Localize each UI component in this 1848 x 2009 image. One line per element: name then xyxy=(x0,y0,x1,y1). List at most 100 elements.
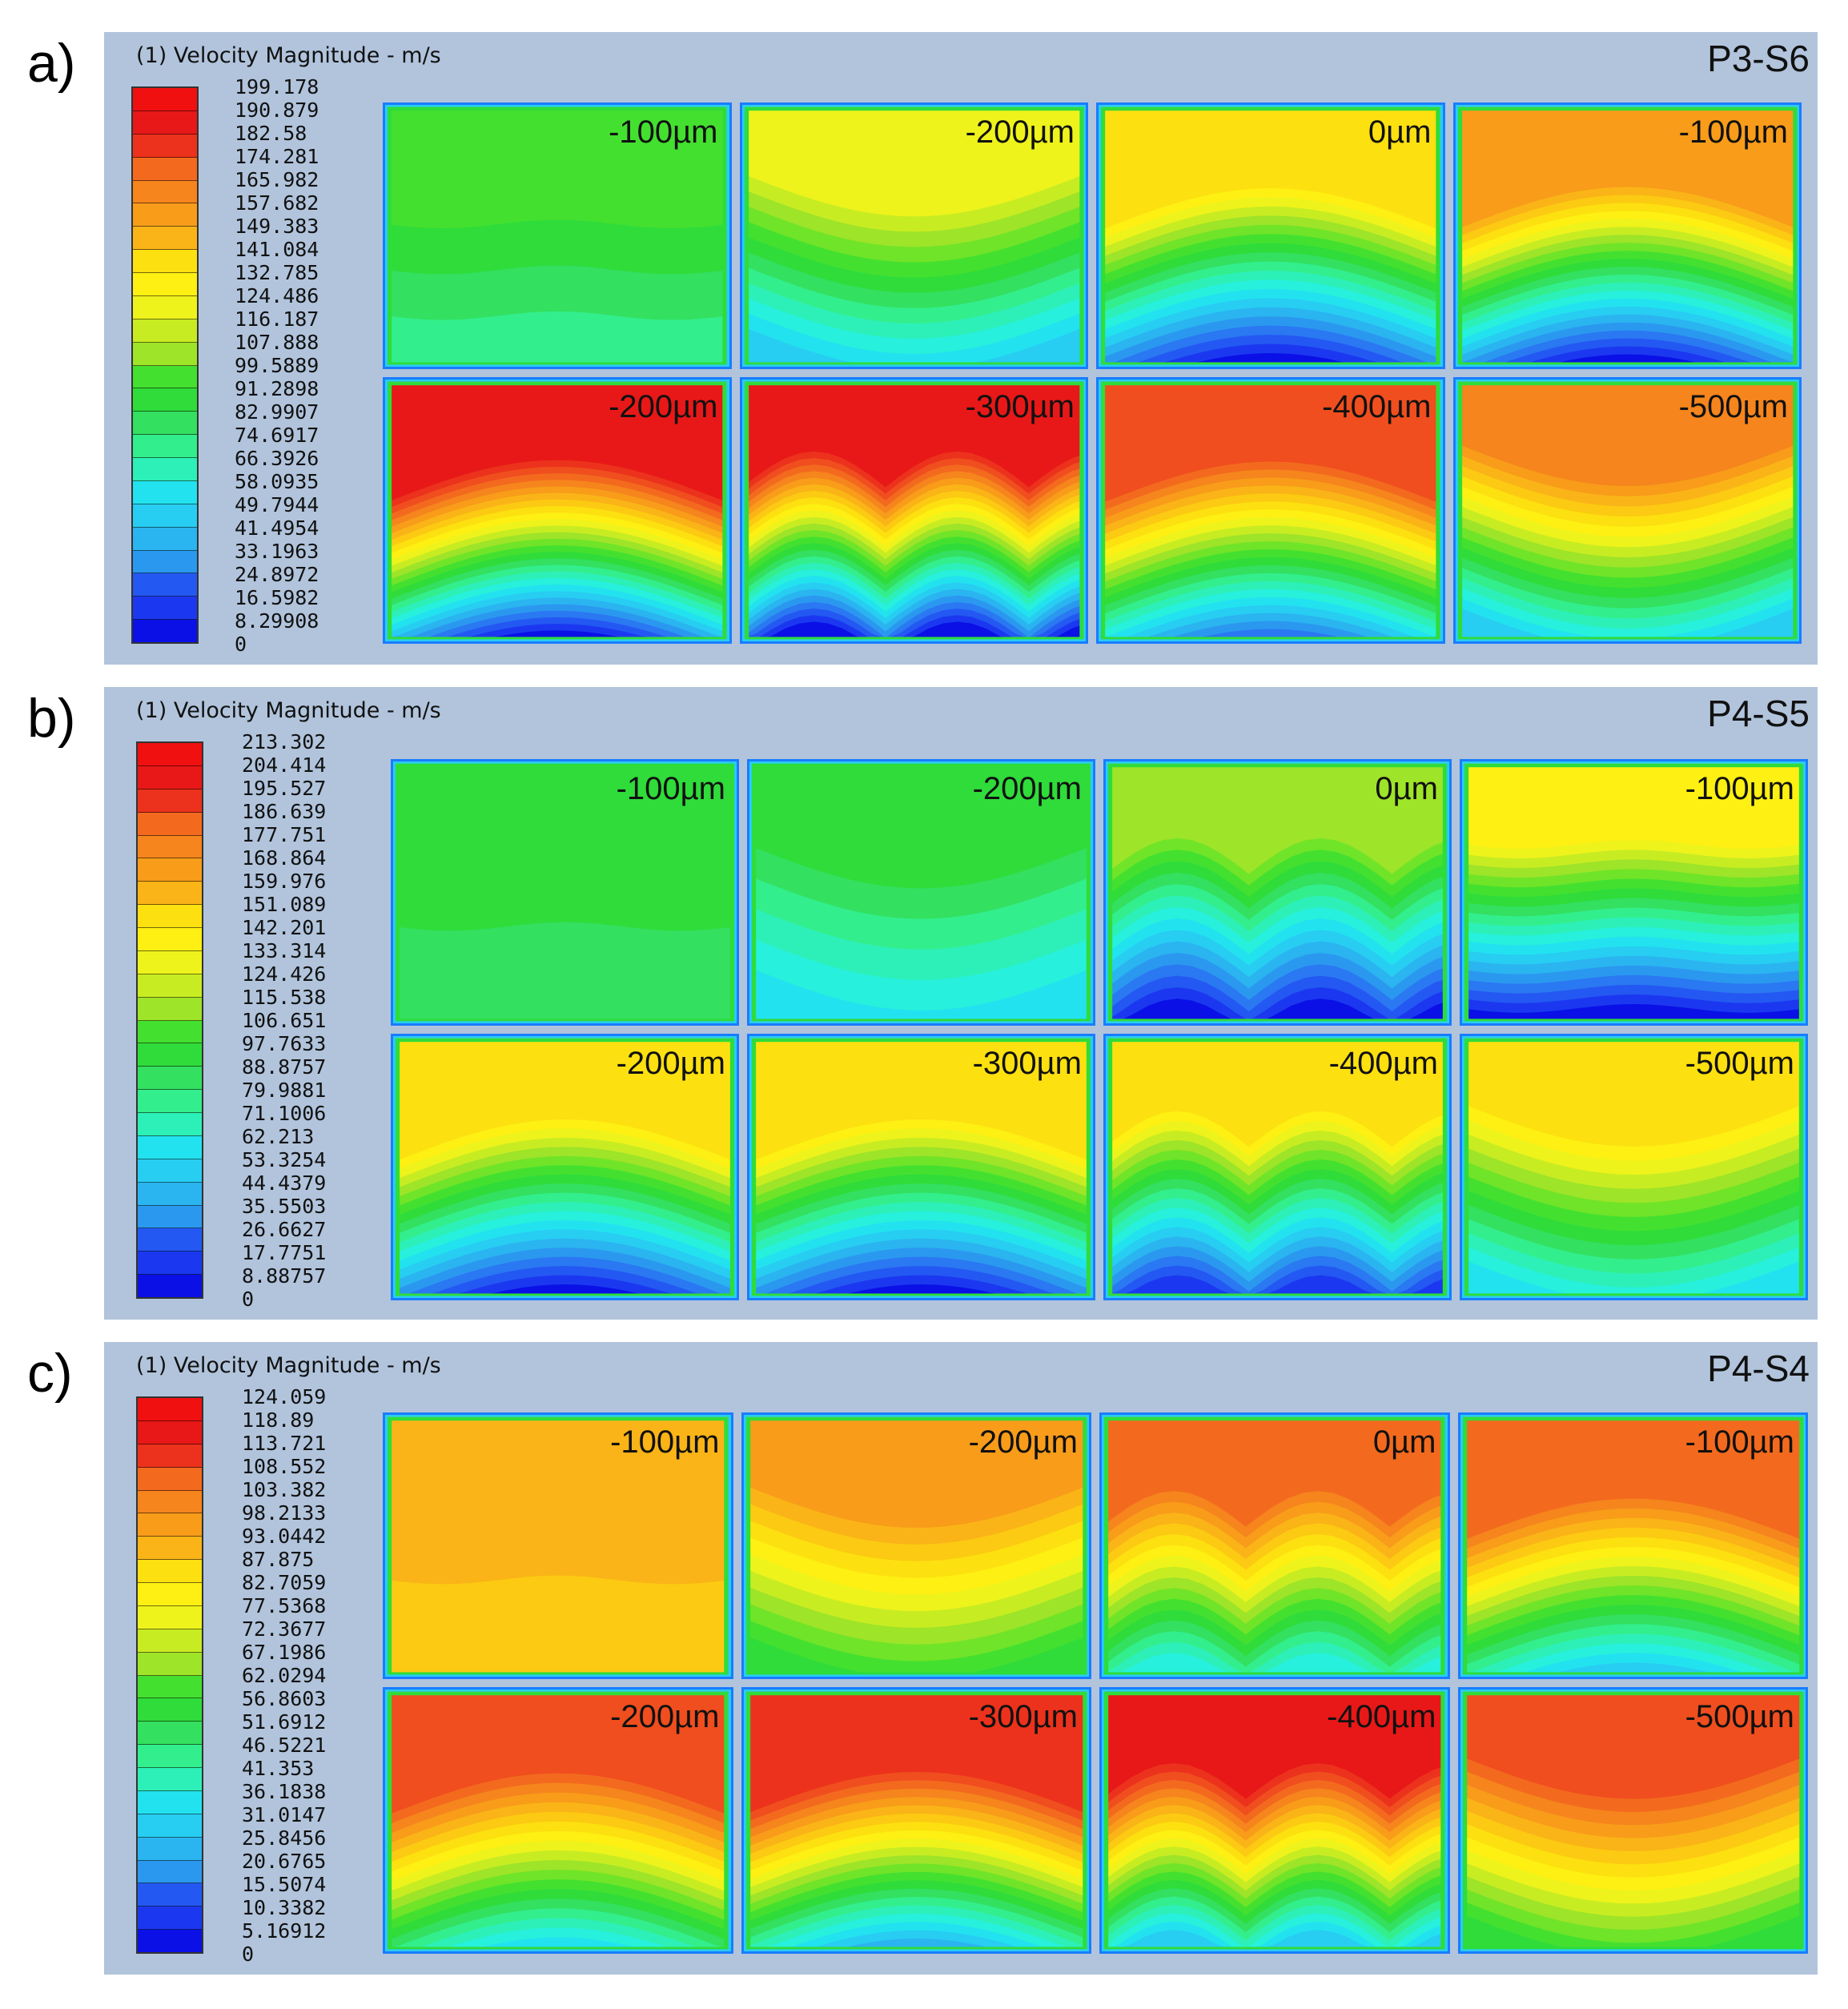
contour-map xyxy=(743,1690,1089,1951)
legend-swatch xyxy=(138,1907,202,1931)
legend-value-label: 115.538 xyxy=(242,986,327,1009)
depth-label: -300µm xyxy=(965,389,1075,424)
wall-boundary-rim xyxy=(385,380,729,641)
wall-boundary-rim xyxy=(1462,1036,1806,1298)
panel-id: P4-S5 xyxy=(1707,693,1810,734)
legend-swatch xyxy=(138,1883,202,1907)
wall-boundary-rim xyxy=(745,1416,1087,1677)
legend-value-label: 174.281 xyxy=(235,145,319,168)
wall-boundary-rim xyxy=(385,1415,731,1677)
contour-band xyxy=(1102,1653,1448,1677)
legend-swatch xyxy=(138,1837,202,1861)
legend-value-label: 159.976 xyxy=(242,870,327,893)
wall-boundary-rim xyxy=(387,1416,729,1677)
wall-boundary-rim xyxy=(1456,381,1798,641)
legend-value-label: 71.1006 xyxy=(242,1102,327,1125)
contour-map-cell: -300µm xyxy=(741,1687,1091,1954)
legend-value-label: 10.3382 xyxy=(242,1896,327,1919)
wall-boundary-rim xyxy=(749,1036,1093,1298)
panel-letter-c: c) xyxy=(27,1343,73,1404)
legend-swatch xyxy=(138,1182,202,1206)
contour-map-cell: 0µm xyxy=(1096,102,1445,369)
legend-swatch xyxy=(133,157,197,181)
legend-value-label: 91.2898 xyxy=(235,377,319,400)
wall-boundary-rim xyxy=(1455,105,1799,367)
depth-label: 0µm xyxy=(1375,771,1438,806)
contour-band xyxy=(749,1284,1093,1298)
legend-swatch xyxy=(138,1629,202,1653)
legend-swatch xyxy=(138,1043,202,1067)
contour-band xyxy=(1099,629,1443,641)
contour-band xyxy=(743,1634,1089,1677)
legend-swatch xyxy=(138,1252,202,1276)
legend-swatch xyxy=(138,1652,202,1676)
legend-swatch xyxy=(138,1790,202,1814)
legend-value-label: 157.682 xyxy=(235,191,319,215)
legend-value-label: 199.178 xyxy=(235,75,319,98)
wall-boundary-rim xyxy=(741,105,1086,367)
contour-band xyxy=(743,1618,1089,1677)
contour-band xyxy=(1455,596,1799,641)
contour-band xyxy=(393,922,737,1023)
color-legend-labels: 199.178 190.879 182.58 174.281 165.982 157.68… xyxy=(235,77,347,656)
contour-map xyxy=(749,761,1093,1023)
legend-swatch xyxy=(138,1467,202,1491)
legend-swatch xyxy=(138,1113,202,1136)
legend-value-label: 66.3926 xyxy=(235,447,319,470)
panel-b: (1) Velocity Magnitude - m/s P4-S5 213.3… xyxy=(104,687,1818,1320)
depth-label: -500µm xyxy=(1685,1046,1794,1081)
contour-map-cell: -300µm xyxy=(747,1034,1095,1300)
legend-value-label: 106.651 xyxy=(242,1009,327,1032)
legend-value-label: 0 xyxy=(235,633,247,656)
depth-label: 0µm xyxy=(1368,115,1432,150)
contour-map-cell: -100µm xyxy=(383,1412,733,1679)
contour-band xyxy=(743,1939,1089,1951)
contour-map-cell: -400µm xyxy=(1099,1687,1450,1954)
contour-map xyxy=(1099,105,1443,367)
contour-map xyxy=(393,761,737,1023)
legend-value-label: 82.9907 xyxy=(235,400,319,424)
legend-value-label: 0 xyxy=(242,1943,255,1966)
wall-boundary-rim xyxy=(1456,106,1798,367)
legend-value-label: 15.5074 xyxy=(242,1873,327,1896)
contour-map xyxy=(1106,761,1449,1023)
legend-value-label: 97.7633 xyxy=(242,1032,327,1055)
contour-map-cell: -200µm xyxy=(741,1412,1091,1679)
legend-swatch xyxy=(133,365,197,389)
contour-map xyxy=(385,1415,731,1677)
legend-swatch xyxy=(138,1930,202,1952)
wall-boundary-rim xyxy=(741,380,1086,641)
depth-label: -500µm xyxy=(1678,389,1788,424)
legend-swatch xyxy=(133,180,197,204)
contour-grid: -100µm -200µm 0µm -100µm -200µm -300µm -400µm -… xyxy=(383,1412,1808,1954)
contour-band xyxy=(385,1937,731,1951)
contour-map xyxy=(1455,380,1799,641)
legend-swatch xyxy=(138,1067,202,1091)
legend-value-label: 77.5368 xyxy=(242,1594,327,1617)
legend-swatch xyxy=(138,1444,202,1468)
wall-boundary-rim xyxy=(393,1036,737,1298)
legend-value-label: 108.552 xyxy=(242,1455,327,1478)
contour-band xyxy=(741,621,1086,641)
legend-value-label: 124.059 xyxy=(242,1385,327,1408)
depth-label: -100µm xyxy=(1685,771,1794,806)
legend-value-label: 51.6912 xyxy=(242,1710,327,1734)
wall-boundary-rim xyxy=(749,761,1093,1023)
contour-map-cell: -500µm xyxy=(1460,1034,1808,1300)
legend-swatch xyxy=(133,388,197,412)
legend-value-label: 165.982 xyxy=(235,168,319,191)
wall-boundary-rim xyxy=(745,1691,1087,1951)
wall-boundary-rim xyxy=(743,106,1084,367)
contour-map xyxy=(385,105,729,367)
panel-a: (1) Velocity Magnitude - m/s P3-S6 199.1… xyxy=(104,32,1818,665)
wall-boundary-rim xyxy=(393,761,737,1023)
contour-band xyxy=(749,967,1093,1023)
legend-value-label: 99.5889 xyxy=(235,354,319,377)
contour-band xyxy=(1099,352,1443,367)
contour-map xyxy=(749,1036,1093,1298)
depth-label: -100µm xyxy=(609,115,718,150)
contour-map xyxy=(1106,1036,1449,1298)
legend-value-label: 149.383 xyxy=(235,215,319,238)
contour-band xyxy=(385,1575,731,1677)
legend-swatch xyxy=(138,997,202,1021)
